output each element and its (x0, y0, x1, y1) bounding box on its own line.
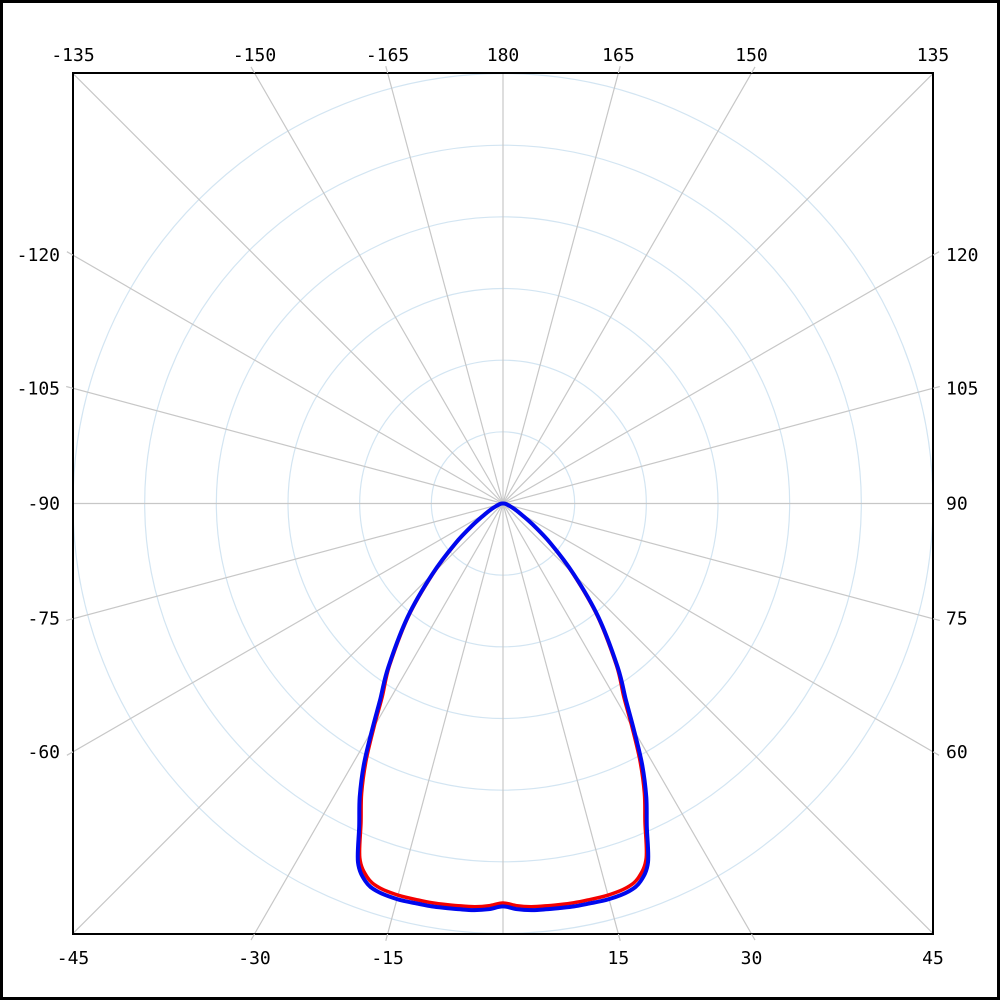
angle-label: -150 (233, 45, 276, 66)
angle-label: 105 (946, 378, 979, 399)
angle-label: -135 (51, 45, 94, 66)
angle-tick (66, 619, 73, 621)
angle-tick (386, 934, 388, 941)
angle-tick (386, 66, 388, 73)
angle-label: 15 (608, 948, 630, 969)
angle-label: -120 (17, 245, 60, 266)
angle-label: 150 (735, 45, 768, 66)
grid-spoke (503, 504, 1000, 685)
angle-label: 75 (946, 609, 968, 630)
angle-label: 180 (487, 45, 520, 66)
angle-label: -45 (57, 948, 90, 969)
grid-spoke (503, 322, 1000, 503)
angle-tick (933, 387, 940, 389)
grid-spoke (322, 504, 503, 1003)
grid-spoke (503, 504, 684, 1003)
angle-label: -165 (366, 45, 409, 66)
grid-spoke (503, 3, 853, 504)
angle-label: -15 (371, 948, 404, 969)
angle-label: 30 (741, 948, 763, 969)
angle-tick (618, 66, 620, 73)
grid-spoke (3, 322, 503, 503)
angle-label: 135 (917, 45, 950, 66)
angle-label: -75 (27, 609, 60, 630)
angle-label: 90 (946, 494, 968, 515)
angle-label: 45 (922, 948, 944, 969)
angle-label: 60 (946, 742, 968, 763)
polar-photometric-chart: -165 -150 -135 -120 -105 -90 -75 -60 -45 -30 -15 15… (3, 3, 1000, 1003)
angle-label: -105 (17, 378, 60, 399)
grid-spoke (503, 504, 853, 1003)
grid-spoke (503, 504, 1000, 854)
grid-spoke (503, 154, 1000, 504)
grid-spoke (503, 3, 684, 504)
grid-spoke (8, 9, 503, 504)
angle-label: 165 (602, 45, 635, 66)
angle-tick (933, 619, 940, 621)
angle-tick (618, 934, 620, 941)
grid-spoke (322, 3, 503, 504)
angle-label: -90 (27, 494, 60, 515)
grid-spoke (3, 504, 503, 854)
grid-spoke (3, 504, 503, 685)
grid-spoke (153, 3, 503, 504)
angle-label: -60 (27, 742, 60, 763)
angle-label: -30 (238, 948, 271, 969)
grid-spoke (3, 154, 503, 504)
grid-spoke (503, 9, 998, 504)
angle-label: 120 (946, 245, 979, 266)
grid-spoke (153, 504, 503, 1003)
angle-tick (66, 387, 73, 389)
